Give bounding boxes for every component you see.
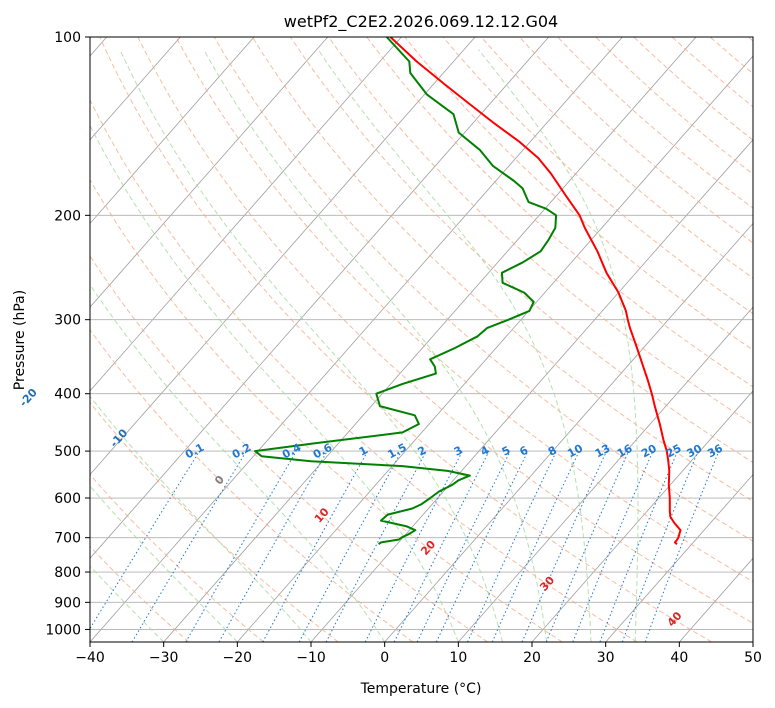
isotherm-line [752,641,753,642]
mixing-ratio-line [545,450,630,642]
moist-adiabat [90,395,312,642]
mixing-ratio-label: 30 [685,442,705,461]
chart-title: wetPf2_C2E2.2026.069.12.12.G04 [284,12,558,32]
y-tick-label: 300 [54,313,81,329]
mixing-ratio-line [262,450,369,642]
x-tick-label: 30 [597,650,615,666]
mixing-ratio-label: 36 [705,442,725,461]
dry-adiabat [137,37,753,624]
x-tick-label: −40 [75,650,105,666]
mixing-ratio-label: 25 [664,442,684,461]
isotherm-line [90,37,181,141]
isotherm-line [90,37,255,225]
isotherm-line [384,222,753,642]
y-tick-label: 700 [54,531,81,547]
temperature-profile [389,37,682,545]
y-axis-title: Pressure (hPa) [12,290,28,390]
mixing-ratio-line [572,450,654,642]
x-tick-label: 0 [380,650,389,666]
isotherm-line [458,306,753,642]
moist-adiabat [90,485,238,642]
isotherm-line [90,37,476,476]
plot-frame [89,36,754,643]
dry-adiabat [557,37,753,209]
dry-adiabat [251,37,753,502]
mixing-ratio-line [90,450,200,630]
moist-adiabat [317,49,592,642]
moist-adiabat [119,49,503,642]
dry-adiabat [90,255,488,642]
x-tick-label: 20 [523,650,541,666]
isotherm-line [605,473,753,642]
x-tick-label: 10 [449,650,467,666]
isotherm-line [90,37,623,642]
mixing-ratio-line [416,450,511,642]
mixing-ratio-line [467,450,557,642]
y-tick-label: 200 [54,208,81,224]
dewpoint-profile [254,37,558,546]
mixing-ratio-line [131,450,247,642]
dry-adiabat [404,37,753,351]
mixing-ratio-line [435,450,529,642]
y-tick-label: 500 [54,444,81,460]
series-layer [254,37,682,546]
y-tick-label: 800 [54,565,81,581]
y-tick-label: 100 [54,30,81,46]
dry-adiabat [328,37,753,425]
x-tick-label: 40 [670,650,688,666]
y-tick-label: 1000 [45,622,81,638]
mixing-ratio-line [185,450,297,642]
moist-adiabat [203,49,548,642]
y-tick-label: 900 [54,595,81,611]
dry-adiabat [366,37,753,388]
x-tick-label: −10 [296,650,326,666]
x-axis-title: Temperature (°C) [360,681,482,697]
x-tick-label: −30 [149,650,179,666]
moist-adiabat [90,283,386,642]
mixing-ratio-line [491,450,580,642]
y-tick-label: 400 [54,387,81,403]
grid-layer [90,37,753,642]
mixing-ratio-line [218,450,328,642]
y-tick-label: 600 [54,491,81,507]
isotherm-line [90,37,550,559]
x-tick-label: 50 [744,650,762,666]
dry-adiabat [290,37,753,464]
isotherm-line [237,55,753,642]
mixing-ratio-label: 10 [565,442,585,461]
isotherm-line [531,390,753,642]
isotherm-line [90,37,402,392]
mixing-ratio-label: 16 [615,442,635,461]
isotherm-line [90,37,329,308]
mixing-ratio-label: 20 [639,442,659,461]
mixing-ratio-label: 13 [593,442,613,461]
dry-adiabat [99,37,712,642]
dry-adiabat [90,329,414,642]
moist-adiabat [90,124,459,642]
dry-adiabat [175,37,753,583]
moist-adiabat [90,565,165,642]
mixing-ratio-line [298,450,402,642]
plot-background [90,37,753,642]
moist-adiabat [478,49,639,642]
isotherm-line [163,37,697,642]
x-tick-label: −20 [223,650,253,666]
dry-adiabat [90,98,638,642]
dry-adiabat [633,37,753,141]
dry-adiabat [480,37,753,279]
